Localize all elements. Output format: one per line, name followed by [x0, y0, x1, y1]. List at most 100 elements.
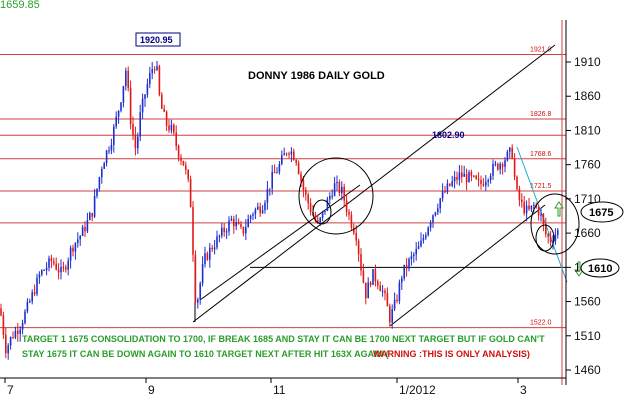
candle-body [266, 188, 269, 203]
time-tick-label: 7 [7, 383, 14, 397]
candle-body [189, 178, 192, 208]
candle-body [417, 246, 420, 249]
candle-body [314, 215, 317, 221]
candle-body [473, 175, 475, 177]
candle-body [26, 301, 29, 312]
time-tick-label: 1/2012 [399, 383, 436, 397]
candle-body [151, 69, 153, 74]
candle-body [0, 308, 2, 316]
candle-body [165, 111, 168, 126]
candle-body [552, 241, 554, 243]
candle-body [521, 199, 523, 203]
candle-body [449, 183, 451, 186]
candle-body [103, 163, 105, 169]
candle-body [381, 290, 384, 292]
candle-body [501, 164, 504, 167]
candle-body [321, 211, 324, 218]
candle-body [427, 227, 429, 236]
candle-body [504, 160, 506, 167]
candle-body [192, 207, 194, 255]
candle-body [405, 264, 408, 269]
candle-body [492, 164, 494, 176]
candle-body [163, 108, 165, 112]
time-axis: 7 9 11 1/2012 3 [0, 377, 566, 397]
price-tick-label: 1660 [574, 226, 601, 240]
candle-body [185, 165, 187, 170]
time-tick-label: 3 [520, 383, 527, 397]
candle-body [441, 191, 444, 199]
candle-body [72, 247, 74, 252]
up-arrow-icon [554, 201, 564, 217]
candle-body [209, 247, 211, 260]
candle-body [53, 261, 55, 264]
candle-body [79, 235, 81, 240]
trend-line [199, 184, 361, 301]
candle-body [302, 180, 305, 190]
candle-body [456, 176, 458, 180]
candle-body [146, 83, 149, 95]
candle-body [201, 264, 204, 284]
fib-level-label: 1721.5 [530, 183, 552, 190]
candle-body [211, 247, 213, 250]
candle-body [139, 112, 141, 137]
time-tick-label: 11 [273, 383, 286, 397]
candle-body [65, 267, 67, 270]
candle-body [513, 158, 516, 177]
candle-body [331, 195, 333, 197]
candle-body [401, 278, 403, 283]
candle-body [141, 98, 144, 113]
candle-body [187, 169, 189, 179]
down-arrow-icon [574, 261, 584, 277]
candle-body [348, 211, 350, 215]
candle-body [269, 188, 271, 190]
candle-body [101, 168, 103, 178]
candle-body [249, 215, 252, 219]
candle-body [91, 213, 93, 217]
candle-body [38, 274, 41, 278]
candle-body [511, 147, 513, 159]
candle-body [29, 301, 31, 303]
candle-body [444, 191, 446, 193]
candle-body [199, 283, 201, 300]
trend-line [192, 44, 556, 323]
time-tick-label: 9 [148, 383, 155, 397]
candle-body [357, 240, 360, 255]
price-tick-label: 1560 [574, 295, 601, 309]
candle-body [45, 267, 48, 270]
candle-body [283, 153, 285, 156]
candle-body [43, 269, 45, 271]
candle-body [173, 124, 175, 133]
candle-body [434, 212, 437, 216]
candle-body [84, 226, 86, 232]
price-tick-label: 1810 [574, 123, 601, 137]
candle-body [465, 173, 468, 183]
candle-body [175, 132, 177, 146]
candle-body [451, 181, 453, 186]
candle-body [233, 218, 235, 227]
candle-body [542, 214, 545, 225]
fib-level-label: 1826.8 [530, 111, 552, 118]
candle-body [144, 94, 146, 99]
candle-body [329, 196, 331, 200]
candle-body [458, 172, 461, 180]
candle-body [530, 205, 533, 210]
candle-body [295, 160, 297, 164]
candle-body [437, 208, 439, 213]
candle-body [396, 299, 398, 301]
candle-body [410, 256, 413, 259]
candle-body [259, 206, 261, 214]
candle-body [17, 330, 19, 334]
candle-body [293, 151, 295, 161]
candle-body [149, 73, 151, 84]
candle-body [362, 270, 365, 283]
candle-body [177, 145, 180, 158]
candle-body [425, 235, 427, 238]
candle-body [336, 182, 338, 184]
candle-body [518, 189, 521, 200]
price-tick-label: 1510 [574, 329, 601, 343]
candle-body [290, 151, 293, 155]
candle-body [415, 248, 417, 255]
price-tick-label: 1860 [574, 89, 601, 103]
candle-body [197, 299, 199, 303]
